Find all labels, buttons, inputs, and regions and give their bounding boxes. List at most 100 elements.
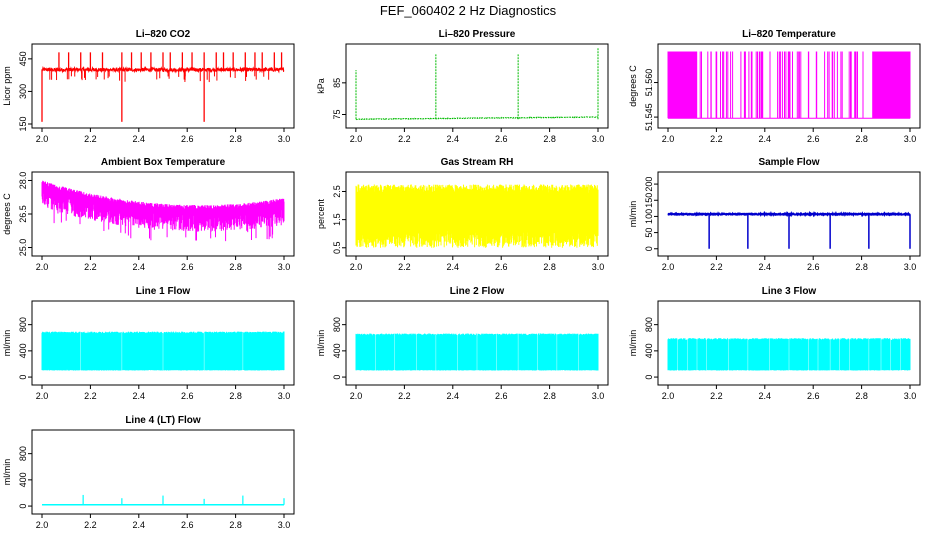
x-tick-label: 2.6 [181, 134, 194, 144]
x-tick-label: 2.4 [447, 391, 460, 401]
panel-3: Li–820 Temperature 2.0 2.2 2.4 2.6 2.8 3.0 51.5… [628, 29, 921, 144]
x-tick-label: 2.8 [543, 262, 556, 272]
y-tick-label: 400 [644, 343, 654, 358]
x-tick-label: 3.0 [278, 391, 291, 401]
x-tick-label: 2.4 [133, 520, 146, 530]
panel-9: Line 3 Flow 2.0 2.2 2.4 2.6 2.8 3.0 0 400 800 ml/m… [628, 286, 921, 401]
y-tick-label: 300 [18, 84, 28, 99]
x-tick-label: 2.8 [229, 134, 242, 144]
panel-2: Li–820 Pressure 2.0 2.2 2.4 2.6 2.8 3.0 75 85 kPa [316, 29, 609, 144]
x-tick-label: 2.2 [710, 134, 723, 144]
x-tick-label: 2.2 [710, 262, 723, 272]
x-tick-label: 2.0 [350, 391, 363, 401]
y-tick-label: 25.0 [18, 239, 28, 257]
x-tick-label: 2.4 [447, 262, 460, 272]
x-tick-label: 3.0 [278, 134, 291, 144]
x-tick-label: 2.2 [84, 134, 97, 144]
x-tick-label: 2.2 [84, 391, 97, 401]
x-tick-label: 3.0 [904, 262, 917, 272]
x-tick-label: 2.6 [495, 391, 508, 401]
panel-title: Li–820 CO2 [136, 29, 191, 40]
y-tick-label: 51.545 [644, 103, 654, 131]
x-tick-label: 2.8 [229, 391, 242, 401]
y-axis-label: ml/min [2, 459, 12, 486]
y-tick-label: 0.5 [332, 242, 342, 255]
plot-frame [345, 43, 609, 129]
x-tick-label: 2.6 [181, 262, 194, 272]
panel-title: Ambient Box Temperature [101, 157, 226, 168]
panel-title: Sample Flow [758, 157, 819, 168]
x-tick-label: 2.8 [229, 262, 242, 272]
plot-frame [31, 300, 295, 386]
y-axis-label: degrees C [628, 65, 638, 107]
panel-title: Gas Stream RH [441, 157, 514, 168]
y-tick-label: 26.5 [18, 205, 28, 223]
x-tick-label: 2.8 [855, 262, 868, 272]
y-tick-label: 200 [644, 177, 654, 192]
series-band [41, 331, 285, 371]
y-tick-label: 50 [644, 228, 654, 238]
x-tick-label: 2.6 [181, 520, 194, 530]
y-tick-label: 400 [18, 343, 28, 358]
y-tick-label: 400 [18, 472, 28, 487]
panel-title: Line 3 Flow [762, 286, 817, 297]
x-tick-label: 2.8 [855, 391, 868, 401]
y-tick-label: 150 [644, 193, 654, 208]
x-tick-label: 2.0 [36, 391, 49, 401]
plot-frame [31, 43, 295, 129]
x-tick-label: 2.4 [133, 262, 146, 272]
y-axis-label: kPa [316, 78, 326, 94]
x-tick-label: 3.0 [592, 262, 605, 272]
figure-title: FEF_060402 2 Hz Diagnostics [379, 3, 557, 18]
y-tick-label: 1.5 [332, 213, 342, 226]
x-tick-label: 2.8 [229, 520, 242, 530]
x-tick-label: 3.0 [592, 134, 605, 144]
panel-title: Li–820 Temperature [742, 29, 836, 40]
x-tick-label: 3.0 [278, 262, 291, 272]
y-tick-label: 75 [332, 109, 342, 119]
x-tick-label: 2.0 [36, 262, 49, 272]
panel-6: Sample Flow 2.0 2.2 2.4 2.6 2.8 3.0 0 50 10015020… [628, 157, 921, 272]
y-tick-label: 450 [18, 51, 28, 66]
x-tick-label: 2.0 [662, 134, 675, 144]
y-axis-label: ml/min [2, 330, 12, 357]
x-tick-label: 2.8 [543, 391, 556, 401]
y-axis-label: degrees C [2, 193, 12, 235]
x-tick-label: 2.4 [759, 391, 772, 401]
y-tick-label: 400 [332, 343, 342, 358]
x-tick-label: 2.6 [807, 262, 820, 272]
plot-frame [657, 171, 921, 257]
panel-title: Line 4 (LT) Flow [125, 415, 201, 426]
panel-title: Line 1 Flow [136, 286, 191, 297]
x-tick-label: 3.0 [592, 391, 605, 401]
y-tick-label: 0 [18, 504, 28, 509]
plot-frame [31, 429, 295, 515]
y-axis-label: ml/min [628, 201, 638, 228]
x-tick-label: 2.0 [36, 134, 49, 144]
series-band [667, 338, 911, 371]
y-tick-label: 800 [332, 317, 342, 332]
x-tick-label: 2.8 [543, 134, 556, 144]
y-axis-label: percent [316, 198, 326, 229]
panel-title: Line 2 Flow [450, 286, 505, 297]
x-tick-label: 3.0 [904, 391, 917, 401]
x-tick-label: 2.0 [662, 391, 675, 401]
panel-10: Line 4 (LT) Flow 2.0 2.2 2.4 2.6 2.8 3.0 0 400 80… [2, 415, 295, 530]
x-tick-label: 2.6 [495, 134, 508, 144]
y-axis-label: Licor ppm [2, 66, 12, 106]
panel-5: Gas Stream RH 2.0 2.2 2.4 2.6 2.8 3.0 0.5 1.5 2.5… [316, 157, 609, 272]
series-line [667, 210, 911, 218]
x-tick-label: 2.6 [807, 391, 820, 401]
x-tick-label: 2.4 [133, 134, 146, 144]
series-band [41, 180, 285, 242]
plot-frame [345, 300, 609, 386]
x-tick-label: 2.0 [36, 520, 49, 530]
plot-frame [657, 300, 921, 386]
series-band [355, 333, 599, 371]
x-tick-label: 2.2 [84, 262, 97, 272]
x-tick-label: 2.2 [398, 262, 411, 272]
panel-1: Li–820 CO2 2.0 2.2 2.4 2.6 2.8 3.0 150 300 450 Lic… [2, 29, 295, 144]
y-axis-label: ml/min [316, 330, 326, 357]
x-tick-label: 3.0 [278, 520, 291, 530]
